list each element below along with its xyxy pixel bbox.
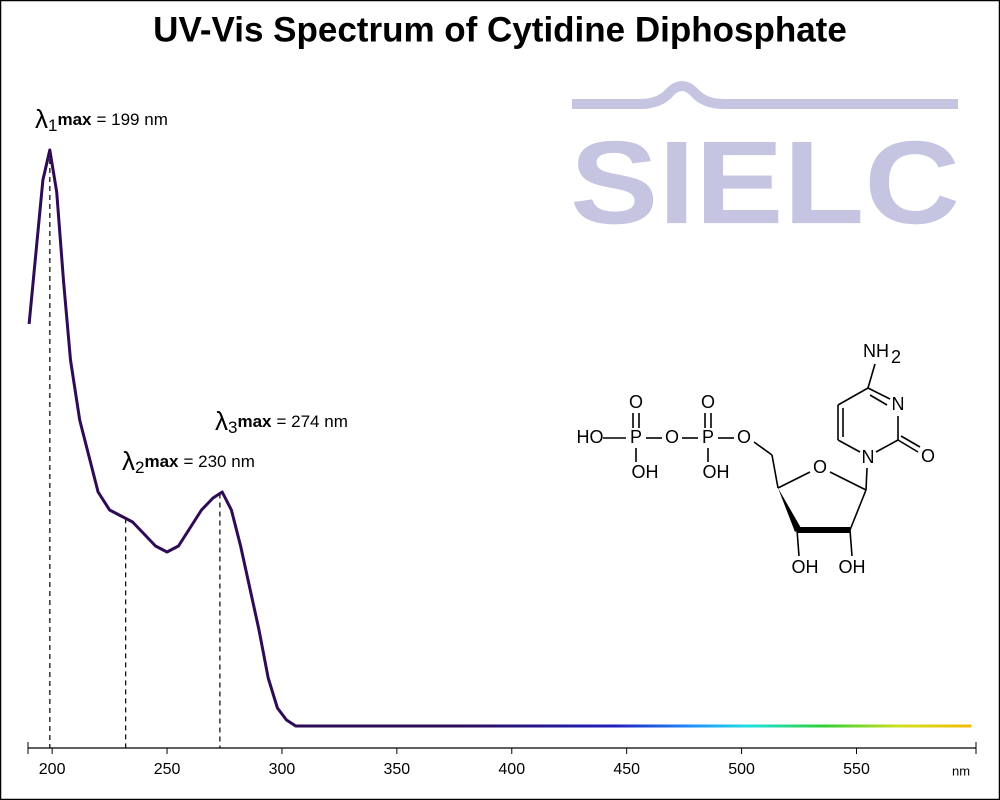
x-tick-label: 250 bbox=[154, 761, 181, 778]
logo-swoosh bbox=[572, 81, 958, 109]
lambda: λ bbox=[215, 406, 228, 436]
atom-label: O bbox=[921, 446, 935, 466]
atom-label: OH bbox=[703, 462, 730, 482]
max-label: max bbox=[144, 452, 179, 471]
lambda: λ bbox=[122, 446, 135, 476]
x-tick-label: 450 bbox=[613, 761, 640, 778]
subscript: 2 bbox=[135, 458, 144, 477]
x-tick-label: 350 bbox=[384, 761, 411, 778]
lambda: λ bbox=[35, 104, 48, 134]
spectrum-line bbox=[27, 148, 972, 728]
peak-label: λ1max = 199 nm bbox=[35, 104, 168, 136]
atom-label: O bbox=[629, 392, 643, 412]
atom-label: NH bbox=[863, 341, 889, 361]
peak-text: = 230 nm bbox=[184, 452, 255, 471]
atom-label: OH bbox=[839, 557, 866, 577]
atom-label: P bbox=[702, 427, 714, 447]
atom-label: P bbox=[630, 427, 642, 447]
atom-label: O bbox=[813, 457, 827, 477]
atom-label: O bbox=[665, 427, 679, 447]
x-tick-label: 300 bbox=[269, 761, 296, 778]
atom-subscript: 2 bbox=[891, 347, 901, 367]
logo-text: SIELC bbox=[570, 117, 960, 249]
max-label: max bbox=[57, 110, 92, 129]
subscript: 3 bbox=[228, 418, 237, 437]
max-label: max bbox=[237, 412, 272, 431]
x-tick-label: 550 bbox=[843, 761, 870, 778]
peak-label: λ3max = 274 nm bbox=[215, 406, 348, 438]
chart-title: UV-Vis Spectrum of Cytidine Diphosphate bbox=[153, 10, 847, 49]
peak-text: = 199 nm bbox=[97, 110, 168, 129]
atom-label: O bbox=[701, 392, 715, 412]
x-tick-label: 500 bbox=[728, 761, 755, 778]
atom-label: HO bbox=[577, 427, 604, 447]
x-axis-label: nm bbox=[952, 763, 970, 778]
atom-label: OH bbox=[632, 462, 659, 482]
atom-label: N bbox=[862, 447, 875, 467]
x-tick-label: 200 bbox=[39, 761, 66, 778]
logo: SIELC bbox=[570, 81, 960, 249]
subscript: 1 bbox=[48, 116, 57, 135]
atom-label: O bbox=[737, 427, 751, 447]
peak-text: = 274 nm bbox=[277, 412, 348, 431]
peak-label: λ2max = 230 nm bbox=[122, 446, 255, 478]
atom-label: N bbox=[892, 394, 905, 414]
atom-label: OH bbox=[792, 557, 819, 577]
x-tick-label: 400 bbox=[498, 761, 525, 778]
